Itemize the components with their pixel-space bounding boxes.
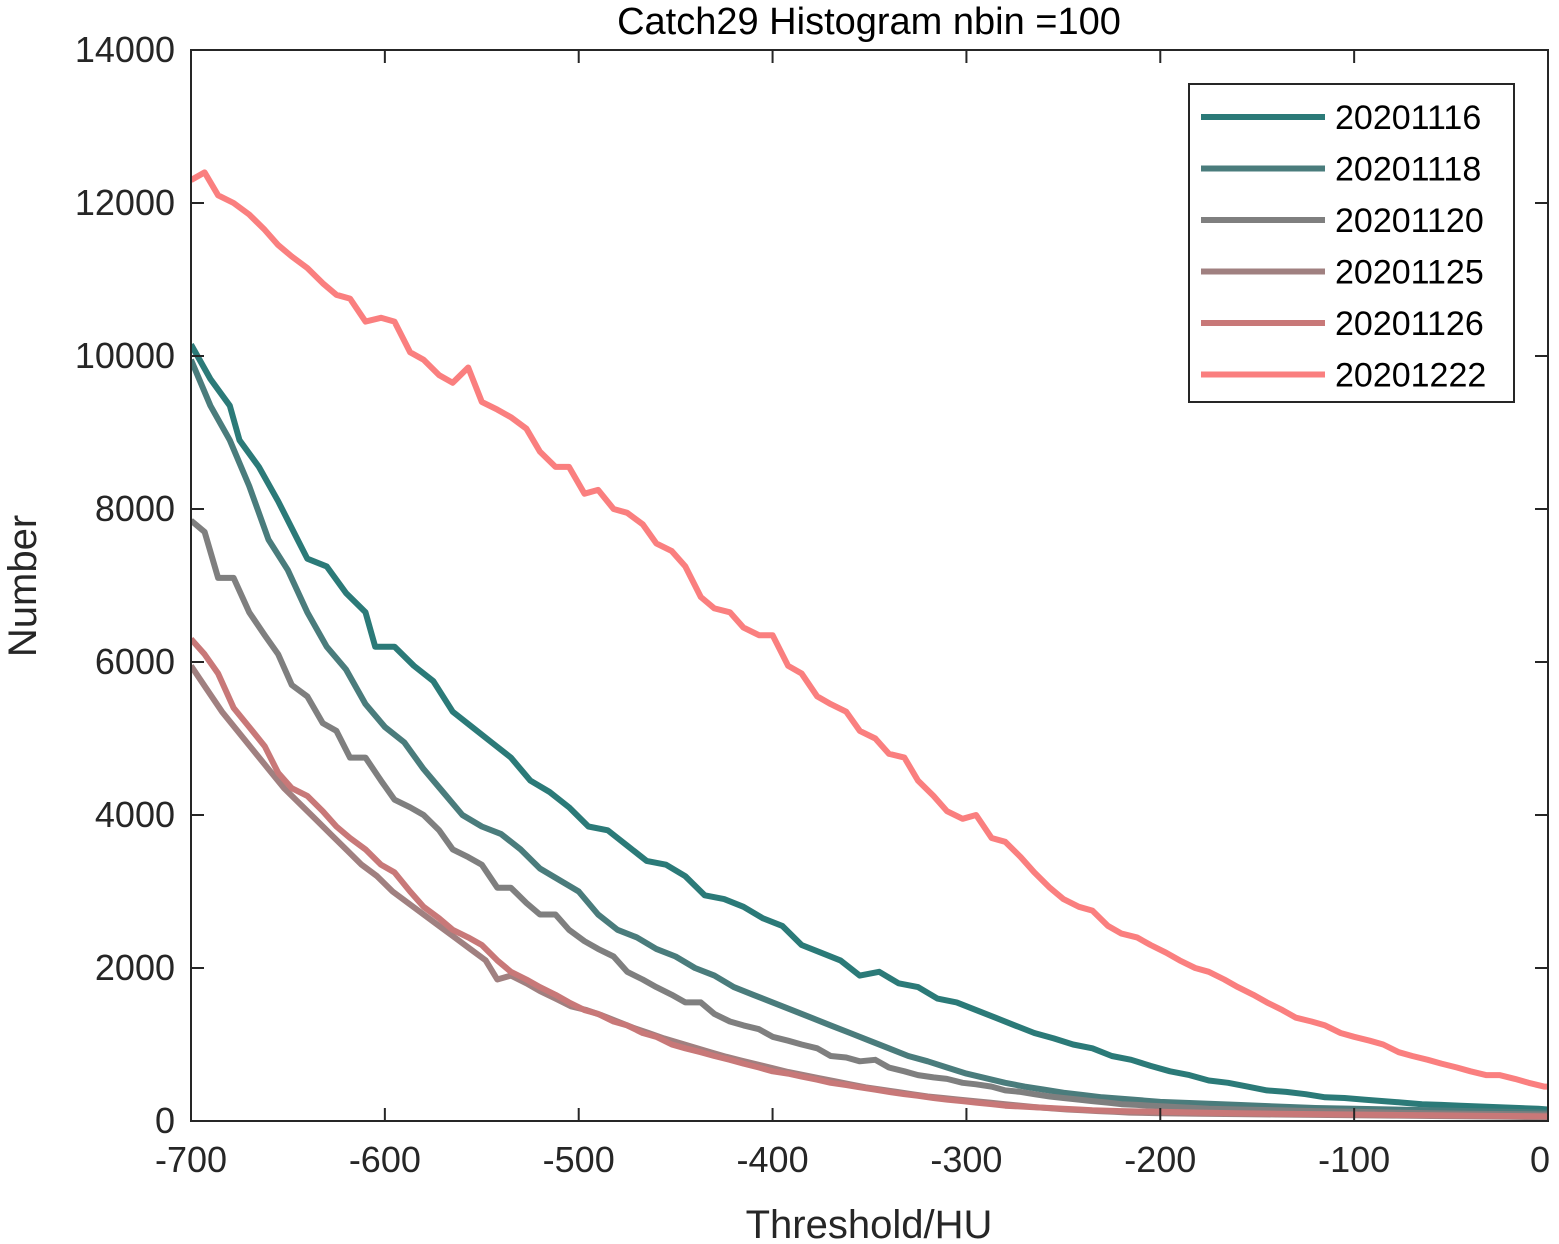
plot-frame [190,49,1549,1122]
series-line-20201222 [191,169,1548,1090]
legend-entry-20201222: 20201222 [1201,357,1486,395]
legend-label: 20201120 [1335,202,1484,240]
y-tick-label: 2000 [95,947,175,988]
legend-label: 20201116 [1335,99,1481,137]
legend: 20201116 20201118 20201120 20201125 20201126… [1188,83,1515,403]
x-tick-label: -700 [155,1139,227,1180]
series-line-20201120 [191,518,1548,1118]
x-tick-label: 0 [1530,1139,1550,1180]
legend-label: 20201222 [1335,357,1486,395]
y-tick-label: 12000 [75,182,175,223]
x-axis-ticks: -700 -600 -500 -400 -300 -200 -100 0 [155,50,1550,1180]
legend-label: 20201125 [1335,254,1484,292]
y-tick-label: 10000 [75,335,175,376]
y-axis-label: Number [1,515,45,657]
y-tick-label: 0 [155,1100,175,1141]
y-tick-label: 6000 [95,641,175,682]
legend-entry-20201125: 20201125 [1201,254,1484,292]
plot-lines [191,169,1548,1121]
legend-entry-20201126: 20201126 [1201,305,1484,343]
y-tick-label: 8000 [95,488,175,529]
x-tick-label: -300 [930,1139,1002,1180]
series-line-20201126 [191,637,1548,1120]
x-tick-label: -400 [737,1139,809,1180]
legend-entry-20201116: 20201116 [1201,99,1481,137]
legend-label: 20201118 [1335,151,1481,189]
legend-entry-20201120: 20201120 [1201,202,1484,240]
y-tick-label: 4000 [95,794,175,835]
series-line-20201116 [191,343,1548,1113]
x-tick-label: -100 [1318,1139,1390,1180]
series-line-20201118 [191,358,1548,1116]
legend-entry-20201118: 20201118 [1201,151,1481,189]
y-tick-label: 14000 [75,29,175,70]
x-tick-label: -600 [349,1139,421,1180]
legend-label: 20201126 [1335,305,1484,343]
x-axis-label: Threshold/HU [746,1203,993,1244]
y-axis-ticks: 0 2000 4000 6000 8000 10000 12000 14000 [75,29,1548,1141]
chart-title: Catch29 Histogram nbin =100 [617,1,1121,43]
legend-box [1188,83,1515,403]
x-tick-label: -200 [1124,1139,1196,1180]
x-tick-label: -500 [543,1139,615,1180]
